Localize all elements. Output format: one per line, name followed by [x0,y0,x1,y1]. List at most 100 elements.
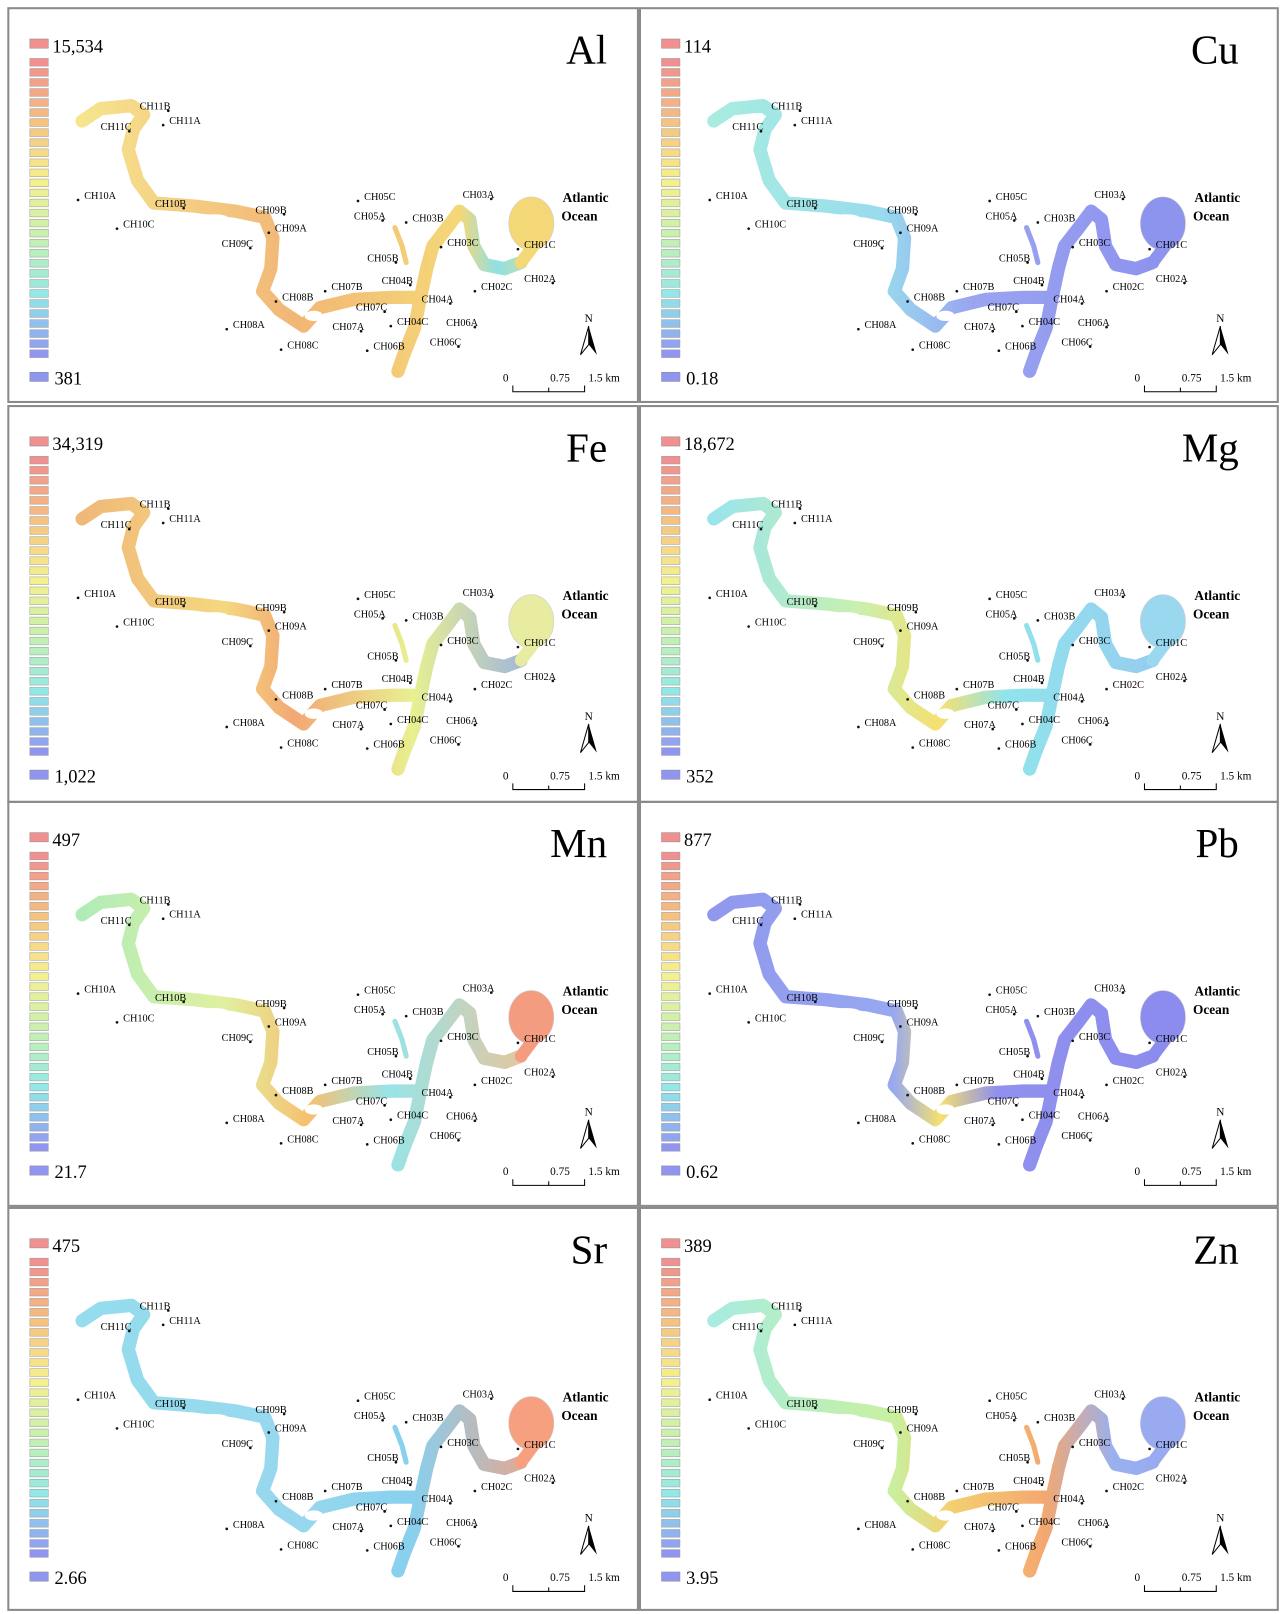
legend-swatch [30,537,48,545]
legend-max: 15,534 [52,36,103,56]
station-label: CH04A [422,294,454,305]
island [831,1008,860,1014]
legend-swatch [30,159,48,167]
legend-swatch [30,697,48,705]
station-label: CH10B [787,199,818,210]
station-label: CH03A [1094,984,1126,995]
station-label: CH07B [331,680,362,691]
station-point [275,1094,278,1097]
station-point [389,1118,392,1121]
station-label: CH11C [732,520,763,531]
station-point [899,629,902,632]
legend-swatch [662,1349,680,1357]
legend-swatch [30,748,48,756]
island [831,1414,860,1420]
legend-swatch [662,466,680,474]
station-label: CH09B [887,999,918,1010]
station-label: CH06B [373,740,404,751]
legend-swatch [662,507,680,515]
station-label: CH05A [986,211,1018,222]
station-label: CH08C [287,1134,318,1145]
station-label: CH03A [463,1390,495,1401]
station-label: CH06B [1005,1135,1036,1146]
legend-swatch [662,657,680,665]
legend-swatch [662,627,680,635]
station-label: CH05B [367,651,398,662]
legend-swatch [30,1459,48,1467]
legend-min: 0.18 [686,369,718,389]
station-label: CH09B [255,205,286,216]
legend-swatch [662,1399,680,1407]
station-label: CH03B [1044,611,1075,622]
legend-swatch [662,189,680,197]
legend-swatch [662,1359,680,1367]
station-label: CH08A [865,1520,897,1531]
legend-swatch [30,249,48,257]
station-label: CH11B [771,1301,802,1312]
station-point [988,1399,991,1402]
legend-swatch [30,1113,48,1121]
station-point [906,698,909,701]
station-label: CH03A [463,984,495,995]
station-label: CH03A [1094,1390,1126,1401]
station-point [357,1399,360,1402]
station-label: CH11A [801,116,833,127]
station-label: CH10A [716,589,748,600]
legend-swatch [662,1540,680,1548]
station-label: CH04B [382,674,413,685]
legend-swatch [30,290,48,298]
station-label: CH05B [999,1047,1030,1058]
station-label: CH02A [524,1474,556,1485]
legend-swatch [662,1469,680,1477]
legend-swatch [30,953,48,961]
legend-swatch [30,1379,48,1387]
legend-swatch [662,607,680,615]
scale-label: 1.5 km [588,1572,620,1584]
station-label: CH03B [1044,1007,1075,1018]
legend-swatch [30,199,48,207]
legend-swatch [662,300,680,308]
legend-swatch [662,1550,680,1558]
ocean-label: Ocean [561,1408,598,1423]
legend-swatch [30,1258,48,1266]
north-label: N [585,1107,593,1119]
legend-swatch [662,833,680,842]
ocean-label: Atlantic [1194,984,1240,999]
station-label: CH10A [84,985,116,996]
station-point [1071,246,1074,249]
island [831,612,860,618]
station-label: CH04C [397,1517,428,1528]
station-label: CH03A [463,588,495,599]
legend-swatch [662,922,680,930]
station-point [955,1084,958,1087]
legend-swatch [662,527,680,535]
station-label: CH07A [332,1522,364,1533]
station-label: CH06A [446,716,478,727]
legend-swatch [662,647,680,655]
legend-swatch [662,1239,680,1248]
legend-min: 0.62 [686,1162,718,1182]
station-point [162,522,165,525]
station-label: CH02C [1113,680,1144,691]
station-point [440,246,443,249]
station-point [324,688,327,691]
station-label: CH11C [732,916,763,927]
station-point [474,1084,477,1087]
legend-swatch [30,912,48,920]
legend-swatch [662,1013,680,1021]
station-label: CH08C [287,1540,318,1551]
station-label: CH05A [986,609,1018,620]
station-point [77,1398,80,1401]
station-label: CH11C [732,122,763,133]
station-label: CH03B [412,611,443,622]
element-name: Cu [1191,27,1239,73]
legend-swatch [30,1449,48,1457]
island [305,1104,323,1114]
legend-swatch [662,290,680,298]
legend-swatch [30,476,48,484]
station-label: CH09C [222,239,253,250]
legend-swatch [30,456,48,464]
station-label: CH06B [1005,342,1036,353]
station-label: CH11A [801,514,833,525]
legend-swatch [662,1093,680,1101]
